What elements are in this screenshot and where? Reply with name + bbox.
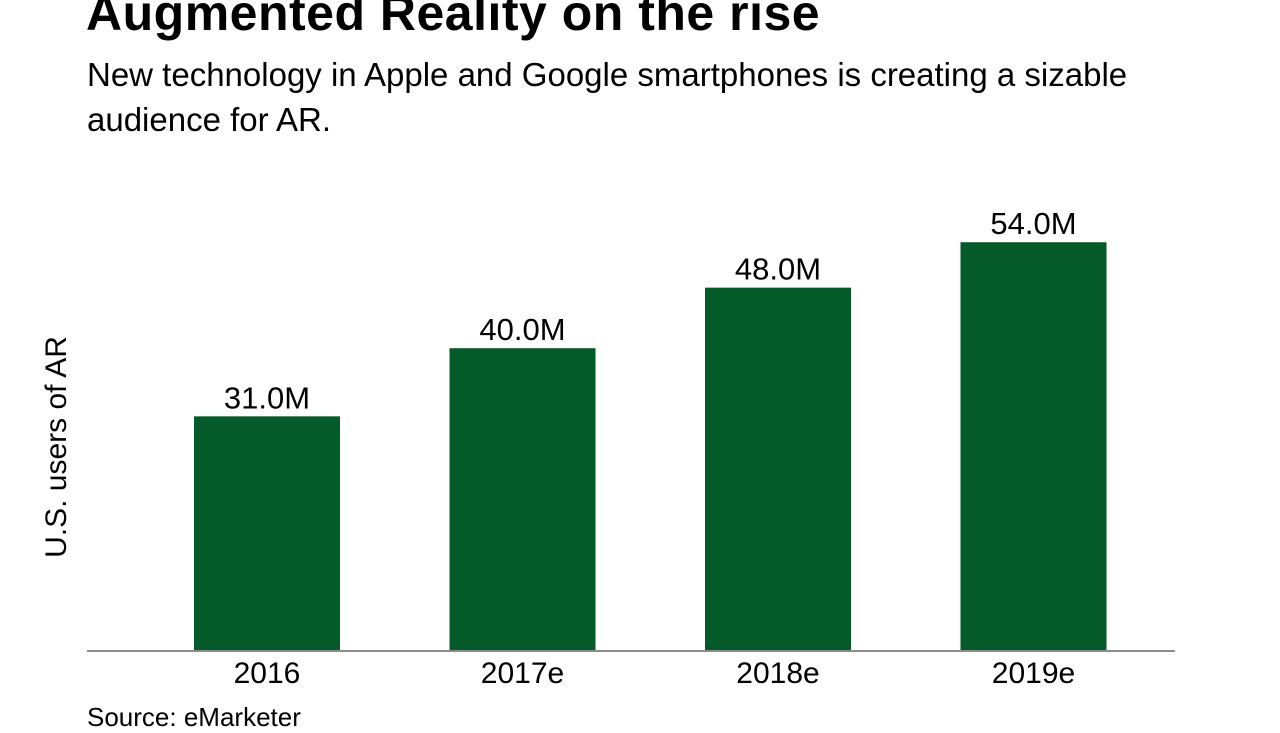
chart-subtitle: New technology in Apple and Google smart… xyxy=(87,56,1128,138)
y-axis-label: U.S. users of AR xyxy=(40,336,73,558)
x-tick-label: 2016 xyxy=(234,657,301,690)
bar-2017e xyxy=(449,348,596,651)
x-tick-label: 2017e xyxy=(481,657,564,690)
data-label: 31.0M xyxy=(224,380,310,415)
x-tick-label: 2018e xyxy=(736,657,819,690)
data-label: 54.0M xyxy=(990,206,1076,241)
data-label: 48.0M xyxy=(735,252,821,287)
bar-2019e xyxy=(960,242,1107,652)
x-tick-label: 2019e xyxy=(992,657,1075,690)
bar-2016 xyxy=(194,416,340,651)
bar-2018e xyxy=(705,287,851,651)
source-note: Source: eMarketer xyxy=(87,702,301,732)
data-label: 40.0M xyxy=(479,312,565,347)
chart-title: Augmented Reality on the rise xyxy=(86,0,821,41)
